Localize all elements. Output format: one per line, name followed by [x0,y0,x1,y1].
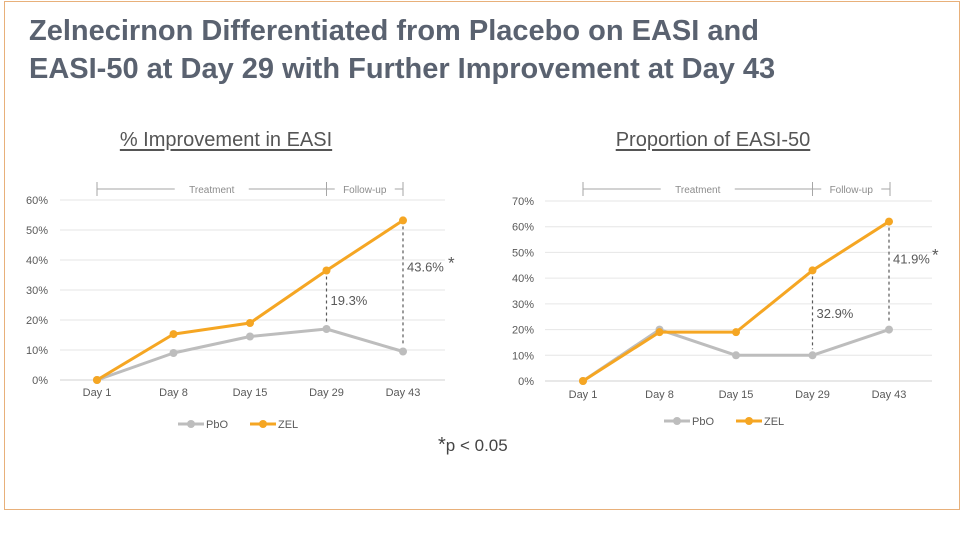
zel-data-point [732,328,740,337]
x-tick-label: Day 15 [233,387,268,399]
footnote-text: p < 0.05 [445,436,508,455]
y-tick-label: 40% [512,273,534,285]
slide: Zelnecirnon Differentiated from Placebo … [4,1,960,510]
zel-data-point [655,328,664,337]
y-tick-label: 50% [512,247,534,259]
x-tick-label: Day 43 [872,389,907,401]
y-tick-label: 0% [32,375,48,387]
x-tick-label: Day 15 [719,389,754,401]
y-tick-label: 60% [26,195,48,207]
footnote-star: * [438,434,446,456]
y-tick-label: 60% [512,222,534,234]
y-tick-label: 50% [26,225,48,237]
followup-period-label: Follow-up [343,185,387,196]
y-tick-label: 20% [512,325,534,337]
x-tick-label: Day 43 [386,387,421,399]
y-tick-label: 40% [26,255,48,267]
zel-data-point [808,266,817,275]
treatment-period-label: Treatment [189,185,234,196]
pbo-data-point [732,351,740,360]
pbo-data-point [246,332,254,341]
x-tick-label: Day 8 [159,387,188,399]
legend-label: PbO [692,416,714,428]
pbo-data-point [322,325,331,333]
pbo-data-point [885,325,893,334]
pbo-data-point [808,351,817,360]
legend-swatch-marker [745,417,753,425]
difference-label: 32.9% [817,306,854,321]
zel-data-point [246,319,254,327]
legend-swatch-marker [187,420,195,428]
difference-label: 43.6% [407,260,444,275]
zel-data-point [322,266,331,275]
x-tick-label: Day 1 [569,389,598,401]
legend-label: ZEL [278,419,298,431]
y-tick-label: 10% [26,345,48,357]
x-tick-label: Day 29 [309,387,344,399]
pbo-data-point [399,347,407,356]
x-tick-label: Day 29 [795,389,830,401]
zel-data-point [93,376,101,384]
zel-data-point [169,330,178,339]
y-tick-label: 30% [512,299,534,311]
significance-star: * [448,254,455,273]
treatment-period-label: Treatment [675,185,720,196]
zel-data-point [579,377,587,385]
legend-swatch-marker [673,417,681,425]
zel-data-point [885,217,893,226]
title-line-1: Zelnecirnon Differentiated from Placebo … [29,15,759,47]
legend-label: PbO [206,419,228,431]
difference-label: 41.9% [893,252,930,267]
slide-title: Zelnecirnon Differentiated from Placebo … [29,12,929,88]
legend-swatch-marker [259,420,267,428]
pbo-data-point [169,349,178,357]
y-tick-label: 70% [512,196,534,208]
x-tick-label: Day 8 [645,389,674,401]
followup-period-label: Follow-up [830,185,874,196]
footnote: *p < 0.05 [438,434,508,457]
significance-star: * [932,246,939,265]
title-line-2: EASI-50 at Day 29 with Further Improveme… [29,53,776,85]
difference-label: 19.3% [331,293,368,308]
y-tick-label: 0% [518,376,534,388]
legend-label: ZEL [764,416,784,428]
y-tick-label: 30% [26,285,48,297]
y-tick-label: 10% [512,350,534,362]
x-tick-label: Day 1 [83,387,112,399]
zel-data-point [399,216,407,225]
y-tick-label: 20% [26,315,48,327]
chart-2-title: Proportion of EASI-50 [615,129,811,151]
chart-1-title: % Improvement in EASI [119,129,333,151]
